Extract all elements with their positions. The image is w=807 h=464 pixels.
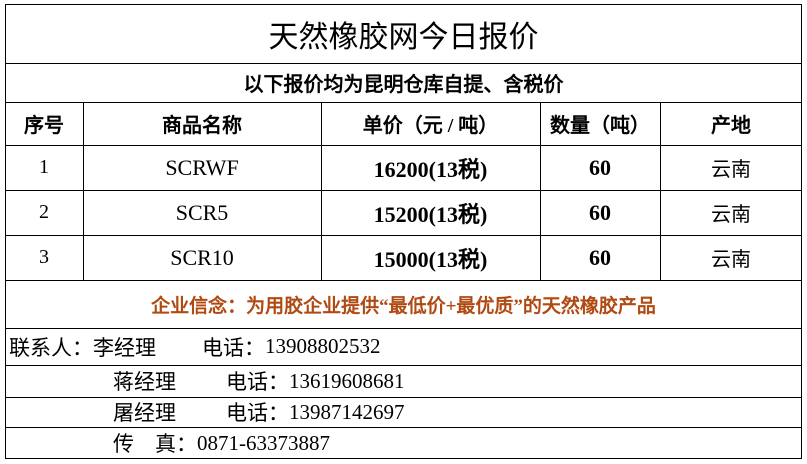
fax-line: 传 真： 0871-63373887 bbox=[113, 427, 330, 459]
row-product: SCR5 bbox=[175, 199, 229, 225]
divider bbox=[5, 397, 802, 398]
header-product: 商品名称 bbox=[162, 115, 242, 137]
contacts-label: 联系人： bbox=[9, 335, 93, 360]
phone-number: 13619608681 bbox=[289, 368, 405, 393]
column-divider bbox=[540, 102, 541, 280]
phone-label: 电话： bbox=[226, 370, 289, 394]
header-no: 序号 bbox=[24, 115, 64, 137]
row-price: 15000(13税) bbox=[373, 246, 488, 272]
divider bbox=[5, 365, 802, 366]
phone-number: 13987142697 bbox=[289, 399, 405, 424]
page-title: 天然橡胶网今日报价 bbox=[268, 20, 539, 54]
header-qty: 数量（吨） bbox=[550, 115, 650, 137]
row-price: 16200(13税) bbox=[373, 156, 488, 182]
phone-number: 13908802532 bbox=[265, 334, 381, 358]
column-divider bbox=[83, 102, 84, 280]
divider bbox=[5, 427, 802, 428]
row-product: SCRWF bbox=[165, 154, 239, 180]
column-divider bbox=[321, 102, 322, 280]
company-slogan: 企业信念：为用胶企业提供“最低价+最优质”的天然橡胶产品 bbox=[151, 295, 656, 317]
subtitle: 以下报价均为昆明仓库自提、含税价 bbox=[243, 74, 564, 96]
contact-name: 屠经理 bbox=[113, 401, 176, 425]
row-qty: 60 bbox=[589, 244, 611, 270]
divider bbox=[5, 145, 802, 146]
column-divider bbox=[660, 102, 661, 280]
divider bbox=[5, 102, 802, 103]
row-qty: 60 bbox=[589, 154, 611, 180]
row-product: SCR10 bbox=[170, 244, 234, 270]
row-origin: 云南 bbox=[711, 159, 751, 181]
contact-line-1: 联系人： 李经理 电话： 13908802532 bbox=[9, 328, 381, 365]
phone-label: 电话： bbox=[226, 401, 289, 425]
contact-name: 蒋经理 bbox=[113, 370, 176, 394]
row-origin: 云南 bbox=[711, 204, 751, 226]
divider bbox=[5, 280, 802, 281]
divider bbox=[5, 235, 802, 236]
phone-label: 电话： bbox=[202, 335, 265, 360]
row-no: 2 bbox=[39, 201, 49, 223]
divider bbox=[5, 190, 802, 191]
row-no: 1 bbox=[39, 156, 49, 178]
price-sheet-border bbox=[5, 4, 802, 459]
divider bbox=[5, 63, 802, 64]
fax-label: 传 真： bbox=[113, 432, 197, 456]
contact-line-2: 蒋经理 电话： 13619608681 bbox=[113, 365, 405, 397]
divider bbox=[5, 328, 802, 329]
row-no: 3 bbox=[39, 246, 49, 268]
row-qty: 60 bbox=[589, 199, 611, 225]
fax-number: 0871-63373887 bbox=[197, 430, 330, 455]
header-origin: 产地 bbox=[711, 115, 751, 137]
contact-name: 李经理 bbox=[93, 335, 156, 360]
header-price: 单价（元 / 吨） bbox=[362, 115, 499, 137]
contact-line-3: 屠经理 电话： 13987142697 bbox=[113, 397, 405, 427]
row-price: 15200(13税) bbox=[373, 201, 488, 227]
row-origin: 云南 bbox=[711, 249, 751, 271]
